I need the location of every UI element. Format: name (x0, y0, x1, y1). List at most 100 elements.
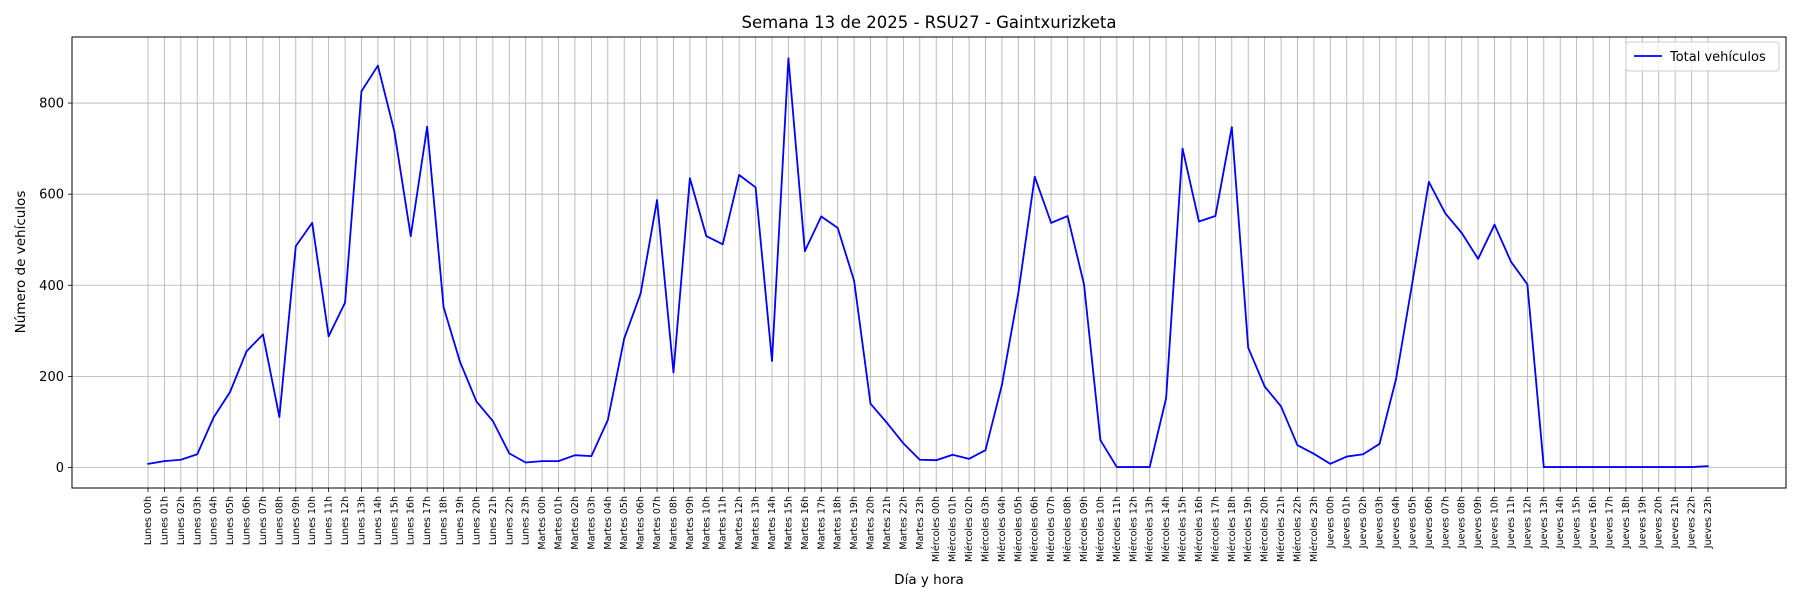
x-tick-label: Miércoles 06h (1030, 496, 1041, 562)
x-tick-label: Miércoles 23h (1309, 496, 1320, 562)
data-point (1214, 215, 1217, 217)
y-tick-label: 200 (39, 370, 64, 385)
data-point (1066, 215, 1069, 217)
x-tick-label: Miércoles 02h (964, 496, 975, 562)
data-point (984, 449, 987, 452)
data-point (820, 215, 823, 218)
x-tick-label: Miércoles 21h (1276, 496, 1287, 562)
data-point (1099, 439, 1102, 442)
x-axis-label: Día y hora (894, 572, 964, 588)
data-point (886, 421, 888, 424)
y-tick-label: 600 (39, 188, 64, 203)
x-tick-label: Lunes 14h (373, 496, 384, 545)
x-tick-label: Jueves 20h (1654, 496, 1665, 549)
data-point (672, 371, 675, 374)
x-tick-label: Lunes 03h (192, 496, 203, 545)
legend: Total vehículos (1625, 41, 1780, 72)
x-tick-label: Martes 15h (783, 496, 794, 550)
data-point (1624, 466, 1627, 468)
x-tick-label: Martes 01h (554, 496, 565, 550)
x-tick-label: Miércoles 12h (1128, 496, 1139, 562)
x-tick-label: Jueves 02h (1358, 496, 1369, 549)
x-tick-label: Jueves 12h (1522, 496, 1533, 549)
data-point (179, 458, 182, 461)
data-point (590, 455, 593, 458)
x-tick-label: Jueves 07h (1440, 496, 1451, 549)
x-tick-label: Lunes 11h (324, 496, 335, 545)
x-tick-label: Martes 22h (898, 496, 909, 550)
data-point (606, 419, 609, 422)
x-tick-label: Martes 00h (537, 496, 548, 550)
data-point (1592, 466, 1594, 468)
data-point (935, 459, 938, 462)
x-tick-label: Martes 20h (866, 496, 877, 550)
grid (72, 37, 1786, 488)
x-tick-label: Miércoles 07h (1046, 496, 1057, 562)
plot-frame (71, 36, 1787, 489)
x-tick-label: Lunes 18h (439, 496, 450, 545)
data-point (574, 454, 576, 457)
x-tick-label: Miércoles 19h (1243, 496, 1254, 562)
x-tick-label: Jueves 22h (1687, 496, 1698, 549)
data-point (836, 226, 839, 229)
x-tick-label: Lunes 05h (225, 496, 236, 545)
x-tick-label: Martes 07h (652, 496, 663, 550)
x-tick-label: Lunes 22h (504, 496, 515, 545)
data-point (968, 457, 970, 460)
x-tick-label: Martes 04h (603, 496, 614, 550)
data-point (951, 453, 954, 456)
data-point (688, 177, 691, 180)
x-tick-label: Jueves 08h (1457, 496, 1468, 549)
data-point (1263, 385, 1266, 388)
x-tick-label: Jueves 21h (1670, 496, 1681, 549)
x-tick-label: Jueves 10h (1490, 496, 1501, 549)
data-point (1362, 453, 1365, 456)
data-point (639, 292, 642, 295)
x-tick-label: Martes 02h (570, 496, 581, 550)
x-tick-label: Miércoles 20h (1260, 496, 1271, 562)
x-tick-label: Miércoles 13h (1145, 496, 1156, 562)
x-tick-label: Miércoles 01h (948, 496, 959, 562)
data-point (278, 416, 281, 418)
y-tick-label: 0 (56, 461, 64, 476)
x-tick-label: Lunes 00h (143, 496, 154, 545)
x-tick-label: Jueves 17h (1604, 496, 1615, 549)
x-tick-label: Martes 16h (800, 496, 811, 550)
x-tick-label: Miércoles 22h (1292, 496, 1303, 562)
data-point (1148, 466, 1151, 468)
data-point (360, 90, 363, 93)
x-tick-label: Miércoles 00h (931, 496, 942, 562)
data-point (1378, 442, 1381, 445)
x-tick-label: Jueves 03h (1375, 496, 1386, 549)
legend-label: Total vehículos (1669, 50, 1766, 65)
x-tick-label: Martes 11h (718, 496, 729, 550)
data-point (787, 57, 790, 60)
x-tick-label: Lunes 01h (159, 496, 170, 545)
x-tick-label: Lunes 23h (521, 496, 532, 545)
data-point (459, 360, 461, 363)
data-point (442, 306, 445, 309)
data-point (721, 243, 724, 246)
x-tick-label: Martes 03h (586, 496, 597, 550)
data-point (426, 125, 429, 128)
x-tick-label: Miércoles 03h (980, 496, 991, 562)
x-tick-label: Lunes 07h (258, 496, 269, 545)
x-tick-label: Lunes 15h (389, 496, 400, 545)
x-tick-label: Miércoles 10h (1095, 496, 1106, 562)
data-point (1181, 147, 1184, 150)
x-tick-label: Miércoles 09h (1079, 496, 1090, 562)
series-line-total-vehiculos (147, 57, 1709, 468)
x-tick-label: Lunes 16h (406, 496, 417, 545)
data-point (541, 460, 544, 463)
x-tick-label: Miércoles 08h (1063, 496, 1074, 562)
x-tick-label: Martes 10h (701, 496, 712, 550)
x-tick-label: Lunes 09h (291, 496, 302, 545)
data-point (853, 279, 856, 282)
x-tick-label: Jueves 16h (1588, 496, 1599, 549)
x-tick-label: Lunes 04h (209, 496, 220, 545)
data-point (1542, 466, 1545, 468)
data-point (508, 452, 511, 455)
data-point (1132, 466, 1135, 468)
data-point (1411, 281, 1414, 283)
